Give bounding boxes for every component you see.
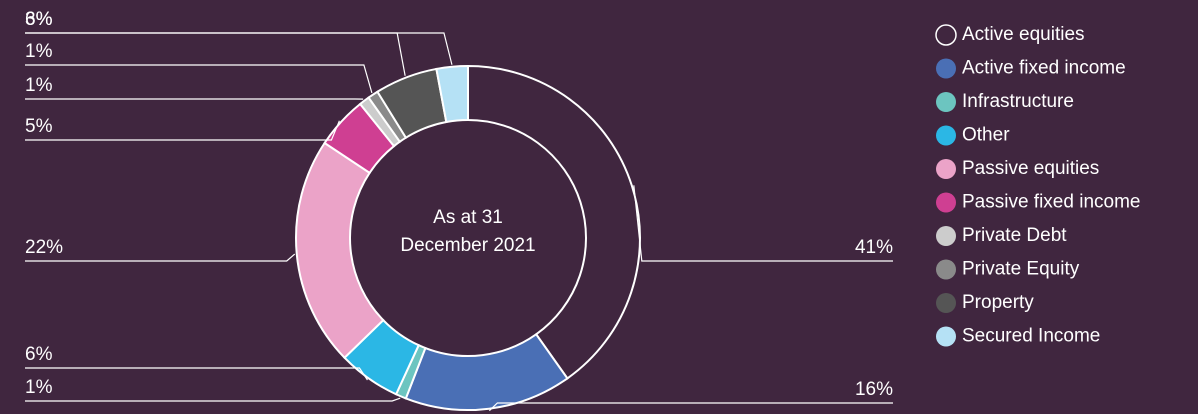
center-label: As at 31 [433, 207, 503, 228]
legend-label: Property [962, 292, 1034, 313]
legend-swatch [936, 125, 956, 146]
legend-swatch [936, 259, 956, 280]
value-label: 22% [25, 237, 63, 258]
leader-line [25, 120, 340, 141]
legend-label: Passive equities [962, 158, 1099, 179]
leader-line [25, 367, 368, 381]
leader-line [25, 253, 296, 262]
leader-line [488, 402, 893, 412]
value-label: 1% [25, 75, 53, 96]
legend-label: Passive fixed income [962, 192, 1140, 213]
value-label: 6% [25, 9, 53, 30]
center-label: December 2021 [400, 235, 535, 256]
leader-line [25, 397, 401, 402]
legend-swatch [936, 192, 956, 213]
value-label: 3% [25, 9, 53, 30]
value-label: 41% [855, 237, 893, 258]
legend-swatch [936, 92, 956, 112]
legend-label: Private Debt [962, 225, 1067, 246]
legend-label: Infrastructure [962, 91, 1074, 112]
legend-swatch [936, 293, 956, 313]
legend-label: Private Equity [962, 259, 1080, 280]
leader-line [25, 64, 373, 94]
legend-swatch [935, 24, 957, 46]
legend-swatch [936, 226, 956, 246]
legend-label: Other [962, 125, 1010, 146]
value-label: 6% [25, 344, 53, 365]
legend-label: Active equities [962, 24, 1085, 45]
leader-line [633, 185, 893, 262]
legend-swatch [936, 326, 956, 347]
legend-swatch [936, 159, 956, 179]
donut-slice [435, 64, 469, 124]
value-label: 1% [25, 41, 53, 62]
value-label: 16% [855, 379, 893, 400]
value-label: 5% [25, 116, 53, 137]
legend-label: Active fixed income [962, 58, 1126, 79]
legend-label: Secured Income [962, 326, 1100, 347]
legend-swatch [936, 58, 956, 79]
leader-line [25, 32, 453, 65]
donut-slice [467, 64, 641, 380]
value-label: 1% [25, 377, 53, 398]
